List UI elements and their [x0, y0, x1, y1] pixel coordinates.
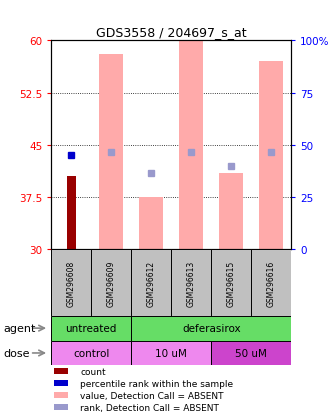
Text: GSM296616: GSM296616	[267, 260, 276, 306]
Bar	[211, 250, 251, 316]
Bar	[54, 404, 68, 410]
Text: agent: agent	[3, 323, 36, 333]
Text: GSM296612: GSM296612	[147, 260, 156, 306]
Text: rank, Detection Call = ABSENT: rank, Detection Call = ABSENT	[80, 403, 219, 411]
Bar	[51, 316, 131, 341]
Bar	[131, 341, 211, 366]
Text: percentile rank within the sample: percentile rank within the sample	[80, 379, 233, 388]
Bar	[179, 41, 203, 250]
Bar	[211, 341, 291, 366]
Bar	[99, 55, 123, 250]
Bar	[54, 368, 68, 374]
Text: untreated: untreated	[66, 323, 117, 333]
Text: 50 uM: 50 uM	[235, 348, 267, 358]
Bar	[91, 250, 131, 316]
Text: GSM296615: GSM296615	[227, 260, 236, 306]
Bar	[259, 62, 283, 250]
Title: GDS3558 / 204697_s_at: GDS3558 / 204697_s_at	[96, 26, 247, 39]
Bar	[171, 250, 211, 316]
Text: GSM296609: GSM296609	[107, 260, 116, 306]
Bar	[54, 380, 68, 386]
Bar	[219, 173, 243, 250]
Bar	[131, 250, 171, 316]
Text: GSM296608: GSM296608	[67, 260, 76, 306]
Text: 10 uM: 10 uM	[155, 348, 187, 358]
Text: control: control	[73, 348, 110, 358]
Text: deferasirox: deferasirox	[182, 323, 241, 333]
Text: count: count	[80, 367, 106, 376]
Bar	[251, 250, 291, 316]
Bar	[51, 250, 91, 316]
Text: dose: dose	[3, 348, 30, 358]
Bar	[54, 392, 68, 398]
Text: value, Detection Call = ABSENT: value, Detection Call = ABSENT	[80, 391, 224, 400]
Bar	[67, 177, 76, 250]
Bar	[139, 198, 163, 250]
Text: GSM296613: GSM296613	[187, 260, 196, 306]
Bar	[131, 316, 291, 341]
Bar	[51, 341, 131, 366]
